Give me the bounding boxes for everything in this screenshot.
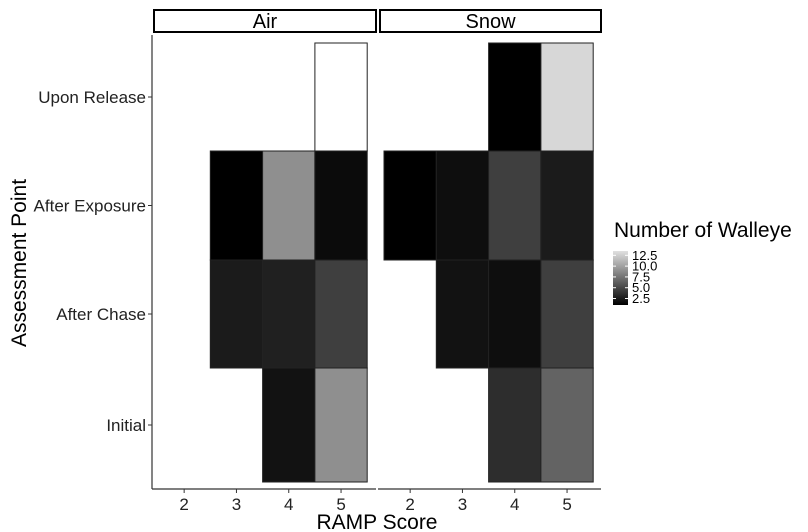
facet-label-snow: Snow [465, 11, 516, 33]
legend-colorbar [613, 251, 628, 305]
facet-label-air: Air [253, 11, 278, 33]
legend-tick-label: 12.5 [632, 248, 657, 263]
heatmap-cell [540, 150, 594, 261]
x-tick-label: 5 [562, 495, 571, 514]
heatmap-cell [209, 259, 264, 369]
heatmap-cell [540, 259, 594, 369]
legend-title: Number of Walleye [614, 219, 792, 242]
y-tick-label: After Exposure [34, 197, 146, 216]
y-tick-label: After Chase [56, 305, 146, 324]
heatmap-cell [314, 259, 368, 369]
x-tick-label: 5 [336, 495, 345, 514]
heatmap-cell [314, 150, 368, 261]
x-tick-label: 3 [232, 495, 241, 514]
legend-tick-label: 7.5 [632, 269, 650, 284]
heatmap-cells [209, 42, 594, 483]
heatmap-cell [540, 42, 594, 152]
x-tick-label: 4 [284, 495, 293, 514]
heatmap-cell [435, 259, 490, 369]
heatmap-cell [540, 367, 594, 483]
heatmap-cell [262, 367, 316, 483]
heatmap-cell [488, 259, 542, 369]
heatmap-cell [383, 150, 437, 261]
heatmap-cell [488, 42, 542, 152]
x-tick-label: 3 [458, 495, 467, 514]
heatmap-cell [209, 150, 264, 261]
facet-strips: Air Snow [153, 9, 602, 33]
axes: Initial After Chase After Exposure Upon Rel… [8, 35, 601, 532]
legend-tick-label: 2.5 [632, 291, 650, 306]
x-tick-label: 2 [405, 495, 414, 514]
y-tick-label: Initial [106, 416, 146, 435]
heatmap-cell [314, 367, 368, 483]
x-tick-label: 2 [179, 495, 188, 514]
y-tick-label: Upon Release [38, 88, 146, 107]
legend-tick-label: 10.0 [632, 259, 657, 274]
heatmap-cell [488, 150, 542, 261]
heatmap-cell [488, 367, 542, 483]
facet-strip-snow [379, 9, 602, 33]
x-tick-label: 4 [510, 495, 519, 514]
facet-strip-air [153, 9, 377, 33]
heatmap-cell [262, 259, 316, 369]
x-axis-title: RAMP Score [317, 511, 438, 532]
y-axis-title: Assessment Point [8, 179, 31, 347]
legend: Number of Walleye 2.55.07.510.012.5 [613, 219, 792, 306]
heatmap-cell [435, 150, 490, 261]
heatmap-cell [262, 150, 316, 261]
heatmap-cell [314, 42, 368, 152]
legend-tick-label: 5.0 [632, 280, 650, 295]
